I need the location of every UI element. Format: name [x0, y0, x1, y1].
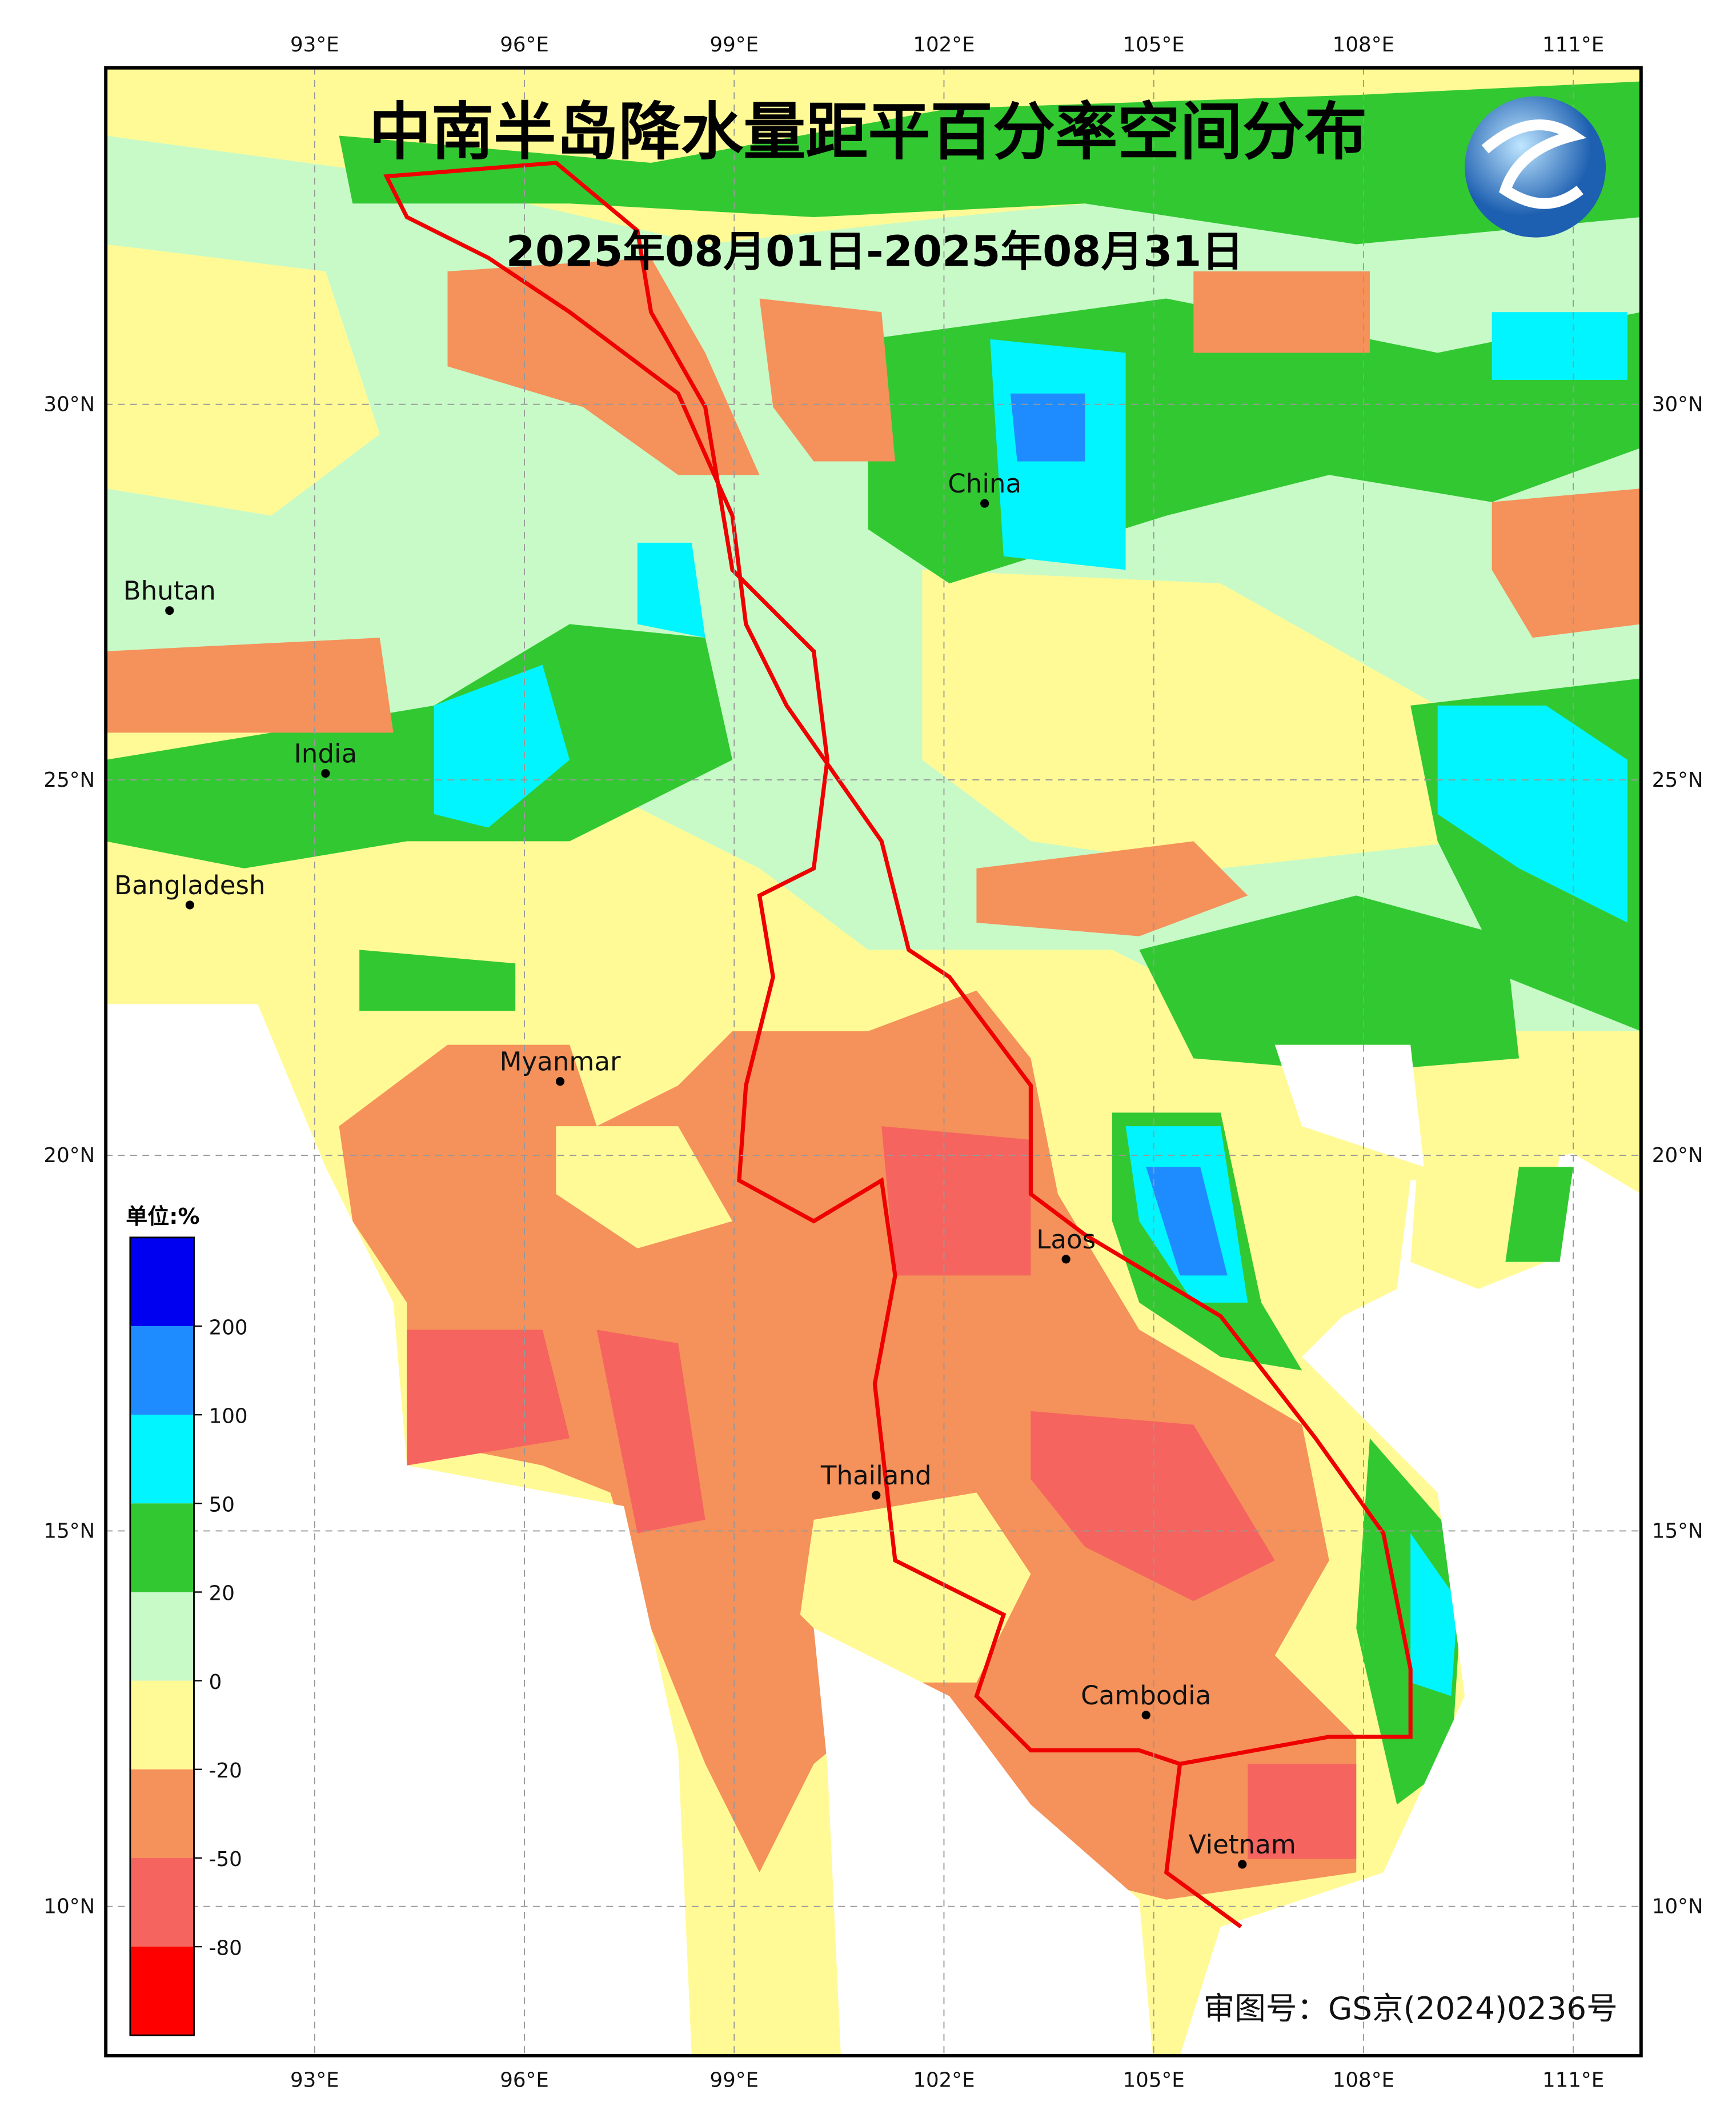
lon-label: 111°E — [1542, 2068, 1604, 2092]
lat-label: 30°N — [1652, 393, 1703, 417]
place-label: Bhutan — [123, 576, 216, 606]
lat-label: 10°N — [43, 1895, 95, 1919]
colorbar-label: 200 — [209, 1316, 248, 1339]
place-dot — [1238, 1860, 1247, 1869]
colorbar-label: 100 — [209, 1404, 248, 1428]
lon-label: 93°E — [290, 2068, 339, 2092]
place-label: Laos — [1036, 1224, 1096, 1255]
place-dot — [980, 499, 989, 508]
lon-label: 102°E — [913, 33, 975, 57]
colorbar-label: -20 — [209, 1759, 242, 1783]
place-labels: China Bhutan India Bangladesh Myanmar Laos Tha… — [114, 469, 1296, 1869]
lat-label: 25°N — [43, 768, 95, 792]
lon-label: 96°E — [500, 2068, 549, 2092]
place-label: Thailand — [820, 1460, 932, 1491]
colorbar-segment — [130, 1237, 194, 1327]
place-label: India — [294, 739, 357, 769]
place-dot — [1141, 1711, 1150, 1720]
map-title: 中南半岛降水量距平百分率空间分布 — [369, 95, 1367, 168]
lon-label: 93°E — [290, 33, 339, 57]
colorbar-segment — [130, 1503, 194, 1592]
place-dot — [1061, 1255, 1071, 1264]
place-label: Cambodia — [1081, 1680, 1211, 1711]
precip-field — [106, 67, 1641, 2056]
place-dot — [872, 1491, 881, 1500]
lat-label: 25°N — [1652, 768, 1703, 792]
legend-unit: 单位:% — [126, 1204, 199, 1229]
colorbar-segment — [130, 1326, 194, 1415]
lat-label: 15°N — [43, 1519, 95, 1543]
lon-label: 99°E — [709, 2068, 759, 2092]
place-dot — [555, 1077, 565, 1086]
place-label: Bangladesh — [114, 870, 265, 900]
lat-label: 20°N — [1652, 1144, 1703, 1167]
lon-label: 102°E — [913, 2068, 975, 2092]
colorbar-label: 50 — [209, 1494, 235, 1517]
colorbar-segment — [130, 1415, 194, 1504]
lat-label: 15°N — [1652, 1519, 1703, 1543]
lon-label: 99°E — [709, 33, 759, 57]
colorbar-segment — [130, 1857, 194, 1947]
map-frame — [104, 66, 1643, 2057]
colorbar-label: -50 — [209, 1848, 242, 1871]
lon-label: 105°E — [1123, 33, 1185, 57]
lat-label: 10°N — [1652, 1895, 1703, 1919]
place-dot — [321, 769, 330, 778]
logo — [1465, 96, 1606, 238]
lon-label: 105°E — [1123, 2068, 1185, 2092]
colorbar-segment — [130, 1769, 194, 1858]
lon-label: 96°E — [500, 33, 549, 57]
lat-label: 20°N — [43, 1144, 95, 1167]
place-label: Vietnam — [1189, 1829, 1296, 1860]
lon-label: 108°E — [1333, 33, 1394, 57]
map-subtitle: 2025年08月01日-2025年08月31日 — [506, 227, 1244, 276]
colorbar-label: -80 — [209, 1936, 242, 1960]
axis-labels: 93°E 93°E 96°E 96°E 99°E 99°E 102°E 102°E 105°E 1… — [43, 33, 1703, 2092]
place-dot — [165, 606, 174, 615]
place-label: China — [948, 469, 1021, 499]
colorbar-frame — [129, 1236, 195, 2036]
lon-label: 111°E — [1542, 33, 1604, 57]
place-dot — [185, 900, 194, 910]
graticule — [106, 67, 1641, 2056]
colorbar-label: 0 — [209, 1671, 222, 1694]
colorbar-label: 20 — [209, 1582, 235, 1605]
approval-number: 审图号：GS京(2024)0236号 — [1204, 1990, 1618, 2027]
colorbar-segment — [130, 1680, 194, 1769]
colorbar-segment — [130, 1592, 194, 1681]
lon-label: 108°E — [1333, 2068, 1394, 2092]
place-label: Myanmar — [500, 1047, 621, 1077]
lat-label: 30°N — [43, 393, 95, 417]
colorbar-segment — [130, 1947, 194, 2036]
